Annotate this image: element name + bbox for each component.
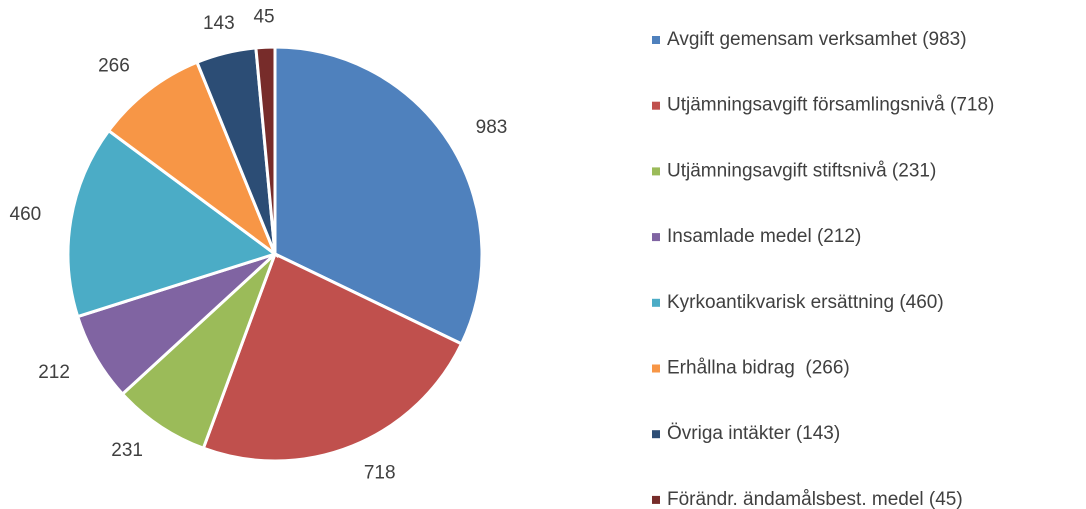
legend-label: Utjämningsavgift församlingsnivå (718) [667, 95, 994, 116]
legend-marker [652, 364, 660, 373]
pie-slice [120, 252, 277, 451]
legend-marker [652, 167, 660, 176]
legend-marker [652, 495, 660, 504]
legend-label: Förändr. ändamålsbest. medel (45) [667, 489, 963, 509]
data-label: 983 [476, 117, 508, 138]
data-label: 143 [203, 13, 235, 34]
data-label: 266 [98, 56, 130, 77]
legend-marker [652, 298, 660, 307]
legend-marker [652, 233, 660, 242]
legend-marker [652, 101, 660, 110]
pie-slice [273, 45, 484, 346]
data-label: 45 [253, 6, 274, 27]
legend-label: Avgift gemensam verksamhet (983) [667, 29, 967, 50]
legend-label: Insamlade medel (212) [667, 226, 861, 247]
data-label: 212 [38, 362, 70, 383]
pie-slice [254, 45, 277, 255]
pie-slice [106, 60, 279, 259]
legend-label: Övriga intäkter (143) [667, 423, 840, 444]
legend-marker [652, 36, 660, 44]
legend-label: Utjämningsavgift stiftsnivå (231) [667, 160, 936, 181]
data-label: 460 [10, 204, 42, 225]
pie-slice [201, 251, 464, 463]
data-label: 231 [111, 440, 143, 461]
legend-label: Erhållna bidrag (266) [667, 358, 850, 379]
legend-label: Kyrkoantikvarisk ersättning (460) [667, 292, 944, 313]
legend-marker [652, 430, 660, 439]
data-label: 718 [364, 463, 396, 484]
pie-slice [66, 128, 279, 319]
